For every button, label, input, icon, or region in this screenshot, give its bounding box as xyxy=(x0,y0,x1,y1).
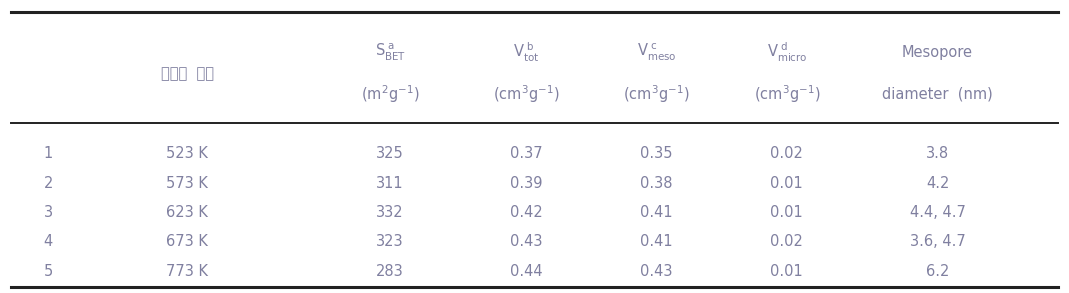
Text: 323: 323 xyxy=(376,234,404,249)
Text: 5: 5 xyxy=(44,263,52,279)
Text: 283: 283 xyxy=(376,263,404,279)
Text: 0.41: 0.41 xyxy=(640,234,672,249)
Text: $\mathregular{V_{tot}^{\ b}}$: $\mathregular{V_{tot}^{\ b}}$ xyxy=(513,41,539,64)
Text: $\mathregular{(cm^3g^{-1})}$: $\mathregular{(cm^3g^{-1})}$ xyxy=(754,83,820,105)
Text: 773 K: 773 K xyxy=(166,263,208,279)
Text: Mesopore: Mesopore xyxy=(902,45,973,60)
Text: 623 K: 623 K xyxy=(166,205,208,220)
Text: 0.01: 0.01 xyxy=(771,263,803,279)
Text: $\mathregular{S_{BET}^{\ a}}$: $\mathregular{S_{BET}^{\ a}}$ xyxy=(374,42,406,63)
Text: 311: 311 xyxy=(376,176,404,191)
Text: 0.01: 0.01 xyxy=(771,176,803,191)
Text: diameter  (nm): diameter (nm) xyxy=(882,86,993,101)
Text: 열처리  온도: 열처리 온도 xyxy=(160,66,214,81)
Text: 3.8: 3.8 xyxy=(926,146,949,161)
Text: 4: 4 xyxy=(44,234,52,249)
Text: 0.38: 0.38 xyxy=(640,176,672,191)
Text: 0.35: 0.35 xyxy=(640,146,672,161)
Text: 0.43: 0.43 xyxy=(640,263,672,279)
Text: 3.6, 4.7: 3.6, 4.7 xyxy=(910,234,965,249)
Text: 0.02: 0.02 xyxy=(771,146,803,161)
Text: 4.2: 4.2 xyxy=(926,176,949,191)
Text: 0.44: 0.44 xyxy=(510,263,542,279)
Text: 0.37: 0.37 xyxy=(510,146,542,161)
Text: 0.39: 0.39 xyxy=(510,176,542,191)
Text: 3: 3 xyxy=(44,205,52,220)
Text: $\mathregular{(m^2g^{-1})}$: $\mathregular{(m^2g^{-1})}$ xyxy=(361,83,419,105)
Text: 0.41: 0.41 xyxy=(640,205,672,220)
Text: 673 K: 673 K xyxy=(166,234,208,249)
Text: 6.2: 6.2 xyxy=(926,263,949,279)
Text: 0.42: 0.42 xyxy=(510,205,542,220)
Text: 2: 2 xyxy=(44,176,52,191)
Text: 523 K: 523 K xyxy=(166,146,208,161)
Text: 573 K: 573 K xyxy=(166,176,208,191)
Text: 0.01: 0.01 xyxy=(771,205,803,220)
Text: $\mathregular{V_{micro}^{\ d}}$: $\mathregular{V_{micro}^{\ d}}$ xyxy=(766,41,807,64)
Text: 1: 1 xyxy=(44,146,52,161)
Text: 325: 325 xyxy=(376,146,404,161)
Text: 0.43: 0.43 xyxy=(510,234,542,249)
Text: 332: 332 xyxy=(376,205,404,220)
Text: 4.4, 4.7: 4.4, 4.7 xyxy=(910,205,965,220)
Text: $\mathregular{(cm^3g^{-1})}$: $\mathregular{(cm^3g^{-1})}$ xyxy=(623,83,690,105)
Text: $\mathregular{V_{meso}^{\ c}}$: $\mathregular{V_{meso}^{\ c}}$ xyxy=(637,42,676,63)
Text: 0.02: 0.02 xyxy=(771,234,803,249)
Text: $\mathregular{(cm^3g^{-1})}$: $\mathregular{(cm^3g^{-1})}$ xyxy=(493,83,559,105)
